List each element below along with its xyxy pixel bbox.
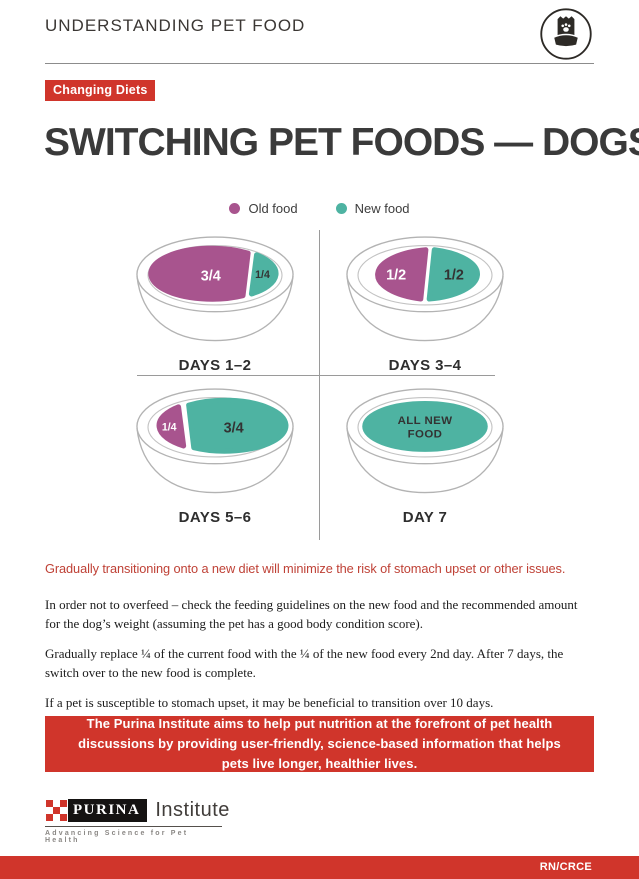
old-food-fraction: 3/4 — [201, 268, 221, 284]
section-badge: Changing Diets — [45, 80, 156, 101]
paragraph-stomach-upset: If a pet is susceptible to stomach upset… — [45, 695, 494, 711]
legend: Old food New food — [0, 201, 639, 216]
new-food-fraction: 1/2 — [444, 268, 464, 284]
footer-code-bar: RN/CRCE — [0, 856, 639, 879]
bowl-label-days-5-6: DAYS 5–6 — [178, 509, 252, 526]
bowl-panel-day-7: ALL NEW FOOD DAY 7 — [325, 384, 525, 526]
all-new-food-label-line1: ALL NEW — [398, 415, 453, 427]
bowls-grid: 3/4 1/4 DAYS 1–2 1/2 1/2 DAYS 3–4 — [110, 228, 520, 544]
pet-food-bag-and-bowl-icon — [540, 8, 592, 60]
grid-vertical-divider — [319, 230, 320, 540]
old-food-fraction: 1/2 — [386, 268, 406, 284]
purina-wordmark: PURINA — [73, 802, 141, 818]
purina-institute-info-box: The Purina Institute aims to help put nu… — [45, 716, 594, 772]
lead-sentence: Gradually transitioning onto a new diet … — [45, 561, 566, 576]
bowl-panel-days-5-6: 1/4 3/4 DAYS 5–6 — [115, 384, 315, 526]
bowl-diagram-days-3-4: 1/2 1/2 — [346, 236, 504, 342]
bowl-label-days-3-4: DAYS 3–4 — [388, 357, 462, 374]
bowl-diagram-day-7: ALL NEW FOOD — [346, 388, 504, 494]
new-food-fraction: 1/4 — [255, 269, 270, 281]
bowl-panel-days-1-2: 3/4 1/4 DAYS 1–2 — [115, 232, 315, 374]
body-copy: Gradually transitioning onto a new diet … — [45, 560, 594, 725]
paragraph-replace-quarter: Gradually replace ¼ of the current food … — [45, 646, 564, 680]
new-food-fraction: 3/4 — [224, 420, 244, 436]
grid-horizontal-divider — [137, 375, 495, 376]
new-food-color-dot — [335, 203, 347, 214]
header-divider — [45, 63, 594, 64]
all-new-food-label-line2: FOOD — [408, 428, 443, 440]
paragraph-overfeed: In order not to overfeed – check the fee… — [45, 597, 578, 631]
bowl-panel-days-3-4: 1/2 1/2 DAYS 3–4 — [325, 232, 525, 374]
legend-old-label: Old food — [248, 201, 298, 216]
page-header-title: UNDERSTANDING PET FOOD — [45, 16, 306, 35]
bowl-label-days-1-2: DAYS 1–2 — [178, 357, 252, 374]
logo-tagline: Advancing Science for Pet Health — [45, 826, 222, 844]
purina-logo-box: PURINA — [45, 799, 148, 822]
bowl-diagram-days-1-2: 3/4 1/4 — [136, 236, 294, 342]
legend-item-old-food: Old food — [229, 201, 298, 216]
institute-wordmark: Institute — [155, 799, 230, 821]
purina-checkerboard-icon — [45, 799, 68, 822]
legend-item-new-food: New food — [335, 201, 410, 216]
old-food-color-dot — [229, 203, 241, 214]
legend-new-label: New food — [354, 201, 410, 216]
bowl-label-day-7: DAY 7 — [402, 509, 448, 526]
bowl-diagram-days-5-6: 1/4 3/4 — [136, 388, 294, 494]
page-title: SWITCHING PET FOODS — DOGS — [44, 121, 639, 164]
old-food-fraction: 1/4 — [162, 422, 177, 434]
purina-institute-logo: PURINA Institute Advancing Science for P… — [45, 799, 230, 844]
